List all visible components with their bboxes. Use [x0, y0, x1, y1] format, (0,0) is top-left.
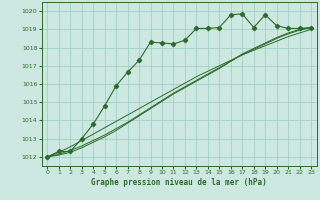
X-axis label: Graphe pression niveau de la mer (hPa): Graphe pression niveau de la mer (hPa) — [91, 178, 267, 187]
